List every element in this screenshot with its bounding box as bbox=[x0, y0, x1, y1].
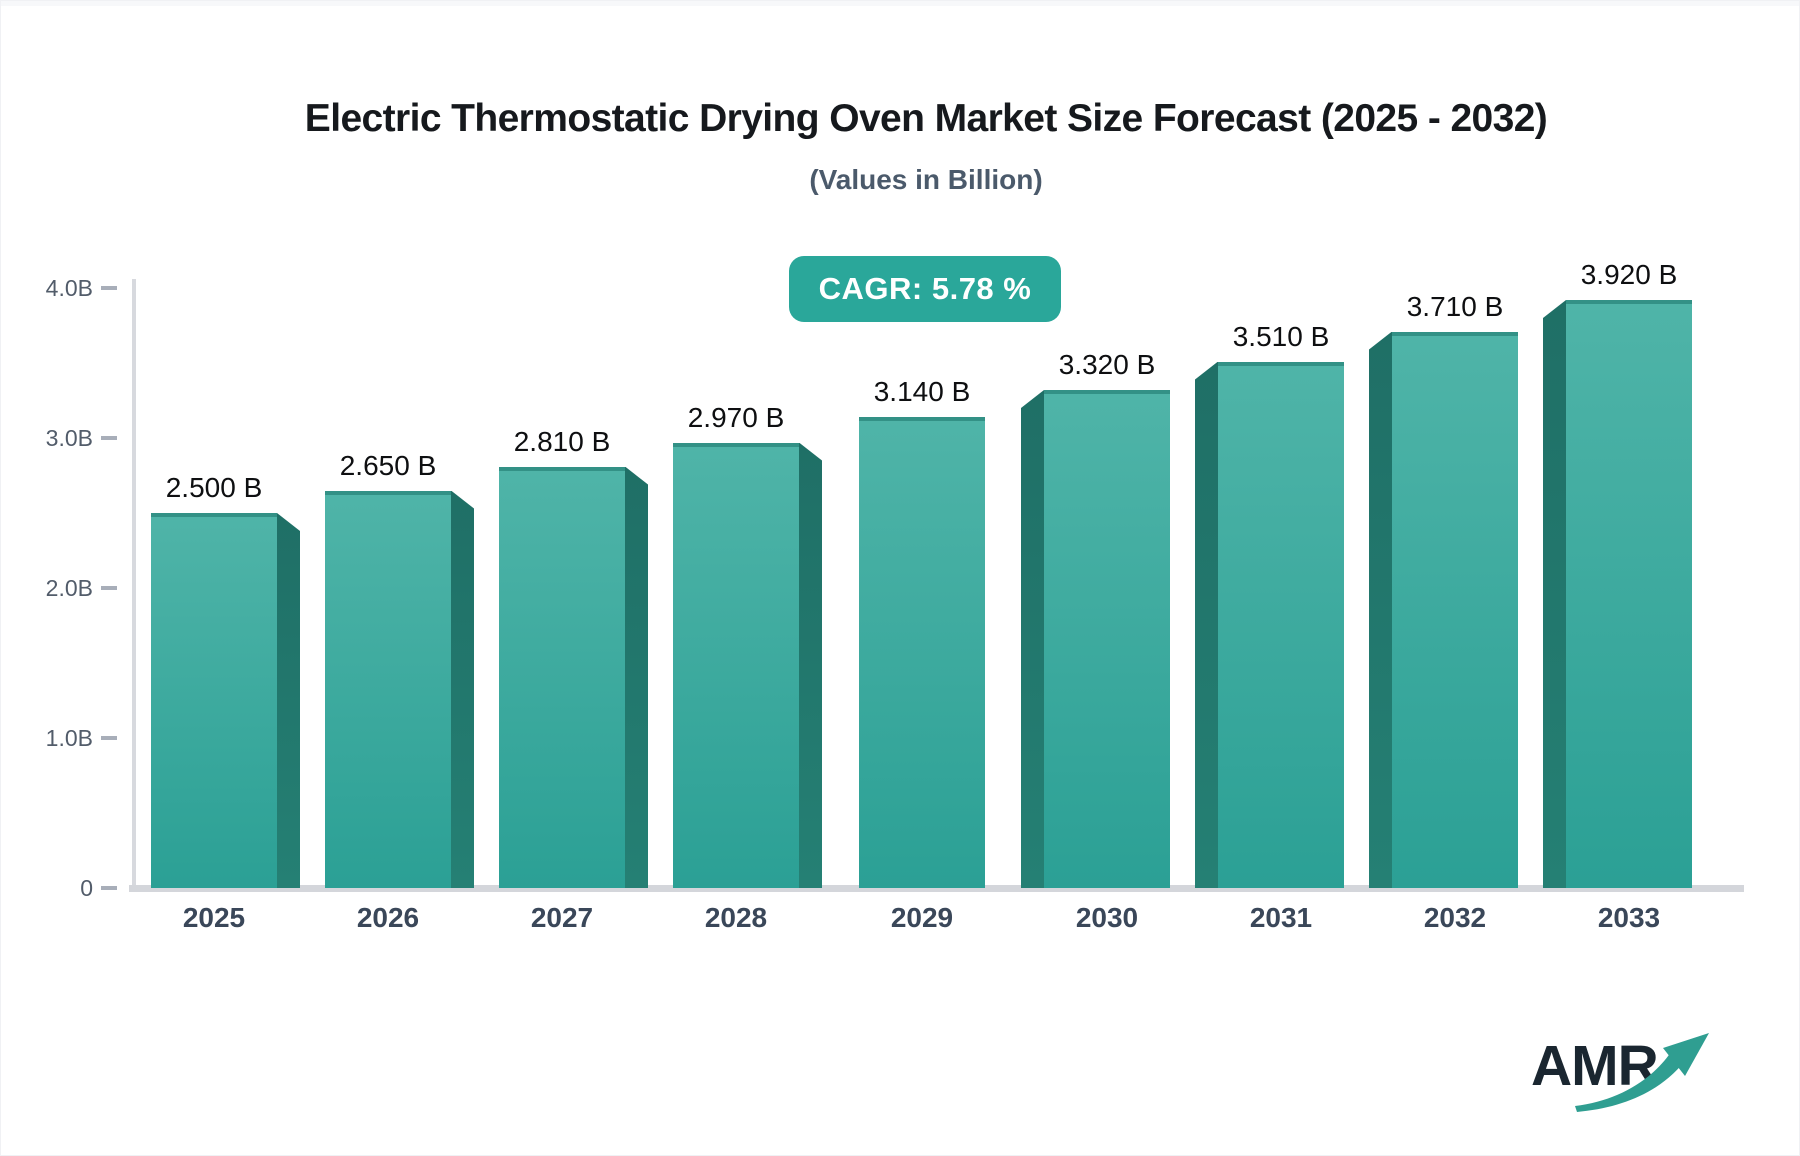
chart-subtitle: (Values in Billion) bbox=[809, 164, 1043, 195]
chart-title: Electric Thermostatic Drying Oven Market… bbox=[304, 97, 1548, 140]
bar-side-face-2031 bbox=[1195, 361, 1218, 888]
x-axis-label-2028: 2028 bbox=[704, 902, 768, 933]
x-axis-label-2025: 2025 bbox=[182, 902, 246, 933]
y-axis-line bbox=[132, 279, 136, 885]
bar-value-label: 2.810 B bbox=[513, 425, 611, 457]
page-top-border bbox=[1, 1, 1799, 6]
x-axis-baseline bbox=[129, 885, 1744, 892]
bar-side-face-2026 bbox=[451, 490, 474, 888]
cagr-badge: CAGR: 5.78 % bbox=[789, 256, 1061, 322]
y-tick-label: 1.0B bbox=[45, 725, 93, 751]
bar-2030 bbox=[1044, 390, 1170, 888]
x-axis-label-2031: 2031 bbox=[1249, 902, 1313, 933]
bar-value-label: 2.650 B bbox=[339, 449, 437, 481]
y-tick-dash bbox=[101, 736, 117, 740]
y-tick-dash bbox=[101, 286, 117, 290]
y-tick-dash bbox=[101, 586, 117, 590]
x-axis-label-2026: 2026 bbox=[356, 902, 420, 933]
bar-side-face-2033 bbox=[1543, 300, 1566, 888]
bar-side-face-2028 bbox=[799, 442, 822, 888]
bar-side-face-2027 bbox=[625, 466, 648, 888]
bar-value-label: 3.320 B bbox=[1058, 349, 1156, 380]
bar-value-label: 3.510 B bbox=[1232, 320, 1330, 352]
bar-value-label: 3.920 B bbox=[1580, 259, 1678, 290]
bar-2027 bbox=[499, 466, 625, 888]
amr-logo-graphic: AMR bbox=[1531, 1033, 1709, 1112]
bar-2025 bbox=[151, 513, 277, 888]
y-tick-label: 4.0B bbox=[45, 275, 93, 301]
y-tick-label: 0 bbox=[80, 875, 93, 901]
y-tick-label: 2.0B bbox=[45, 575, 93, 601]
bar-2026 bbox=[325, 490, 451, 888]
x-axis-label-2030: 2030 bbox=[1075, 902, 1139, 933]
bar-2032 bbox=[1392, 331, 1518, 888]
bar-2033 bbox=[1566, 300, 1692, 888]
bar-side-face-2032 bbox=[1369, 331, 1392, 888]
bar-value-label: 3.140 B bbox=[873, 376, 971, 407]
bar-value-label: 2.500 B bbox=[165, 472, 263, 503]
y-tick-dash bbox=[101, 436, 117, 440]
bar-2029 bbox=[859, 417, 985, 888]
bar-value-label: 3.710 B bbox=[1406, 290, 1504, 322]
x-axis-label-2029: 2029 bbox=[890, 902, 954, 933]
bar-2028 bbox=[673, 442, 799, 888]
bar-side-face-2030 bbox=[1021, 390, 1044, 888]
amr-logo: AMR bbox=[1513, 1015, 1753, 1115]
x-axis-label-2027: 2027 bbox=[530, 902, 594, 933]
bar-side-face-2025 bbox=[277, 513, 300, 888]
x-axis-label-2032: 2032 bbox=[1423, 902, 1487, 933]
logo-arrowhead-icon bbox=[1663, 1033, 1709, 1076]
x-axis-label-2033: 2033 bbox=[1597, 902, 1661, 933]
bar-value-label: 2.970 B bbox=[687, 401, 785, 433]
y-tick-dash bbox=[101, 886, 117, 890]
y-tick-label: 3.0B bbox=[45, 425, 93, 451]
cagr-badge-label: CAGR: 5.78 % bbox=[818, 271, 1032, 306]
bar-2031 bbox=[1218, 361, 1344, 888]
